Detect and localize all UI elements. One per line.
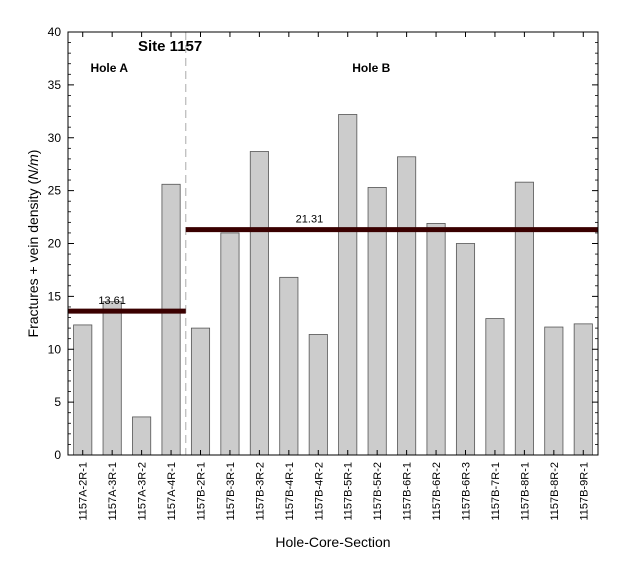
bar-1157A-3R-1 [102,301,122,456]
mean-value-label-hole-b: 21.31 [296,214,324,226]
x-tick-label: 1157B-6R-2 [431,462,443,521]
bar-1157B-8R-2 [544,326,564,456]
bar-1157A-4R-1 [161,183,181,456]
bar-1157B-3R-2 [249,151,269,456]
x-tick-label: 1157A-4R-1 [166,462,178,521]
y-tick-label: 25 [48,184,62,198]
y-tick-label: 5 [54,395,61,409]
y-axis-label-suffix: ) [25,150,41,155]
bar-1157B-6R-1 [397,156,417,456]
bar-1157B-8R-1 [514,181,534,456]
y-axis-label: Fractures + vein density (N/m) [25,150,41,338]
bar-1157B-4R-1 [279,276,299,456]
y-tick-label: 10 [48,342,62,356]
y-tick-label: 30 [48,131,62,145]
x-tick-label: 1157B-3R-1 [225,462,237,521]
x-tick-label: 1157B-7R-1 [490,462,502,521]
y-tick-label: 15 [48,289,62,303]
x-tick-label: 1157A-2R-1 [78,462,90,521]
bar-1157B-4R-2 [308,334,328,456]
y-tick-label: 40 [48,25,62,39]
x-tick-label: 1157B-8R-1 [519,462,531,521]
bar-1157B-6R-3 [455,243,476,456]
x-tick-label: 1157B-2R-1 [196,462,208,521]
bar-1157B-9R-1 [573,323,593,456]
bar-1157B-5R-1 [338,114,358,456]
bar-1157A-3R-2 [132,416,152,456]
y-axis-label-unit: N/m [25,154,41,180]
chart-title: Site 1157 [138,38,202,55]
hole-label-hole-b: Hole B [352,61,390,75]
bar-1157B-3R-1 [220,232,240,456]
y-tick-label: 35 [48,78,62,92]
x-tick-label: 1157B-6R-3 [461,462,473,521]
mean-value-label-hole-a: 13.61 [98,295,126,307]
x-tick-label: 1157B-4R-2 [313,462,325,521]
x-axis-label: Hole-Core-Section [275,534,390,550]
bar-1157A-2R-1 [73,324,93,456]
x-tick-label: 1157B-4R-1 [284,462,296,521]
bar-1157B-7R-1 [485,318,505,456]
hole-labels: Hole A Hole B [90,61,390,75]
y-axis: 0 5 10 15 20 25 30 35 40 [48,25,598,462]
x-tick-label: 1157B-5R-2 [372,462,384,521]
x-tick-label: 1157A-3R-2 [137,462,149,521]
bars-layer [73,114,593,456]
x-tick-label: 1157B-6R-1 [402,462,414,521]
mean-lines-layer: 13.61 21.31 [68,214,598,314]
x-tick-label: 1157B-9R-1 [578,462,590,521]
x-tick-label: 1157B-3R-2 [254,462,266,521]
hole-label-hole-a: Hole A [90,61,128,75]
y-axis-label-prefix: Fractures + vein density ( [25,180,41,338]
y-tick-label: 20 [48,237,62,251]
x-tick-label: 1157A-3R-1 [107,462,119,521]
bar-1157B-6R-2 [426,223,446,456]
bar-1157B-2R-1 [190,327,211,456]
x-tick-label: 1157B-5R-1 [343,462,355,521]
x-tick-label: 1157B-8R-2 [549,462,561,521]
y-tick-label: 0 [54,448,61,462]
x-axis: 1157A-2R-1 1157A-3R-1 1157A-3R-2 1157A-4R-1… [78,32,590,521]
